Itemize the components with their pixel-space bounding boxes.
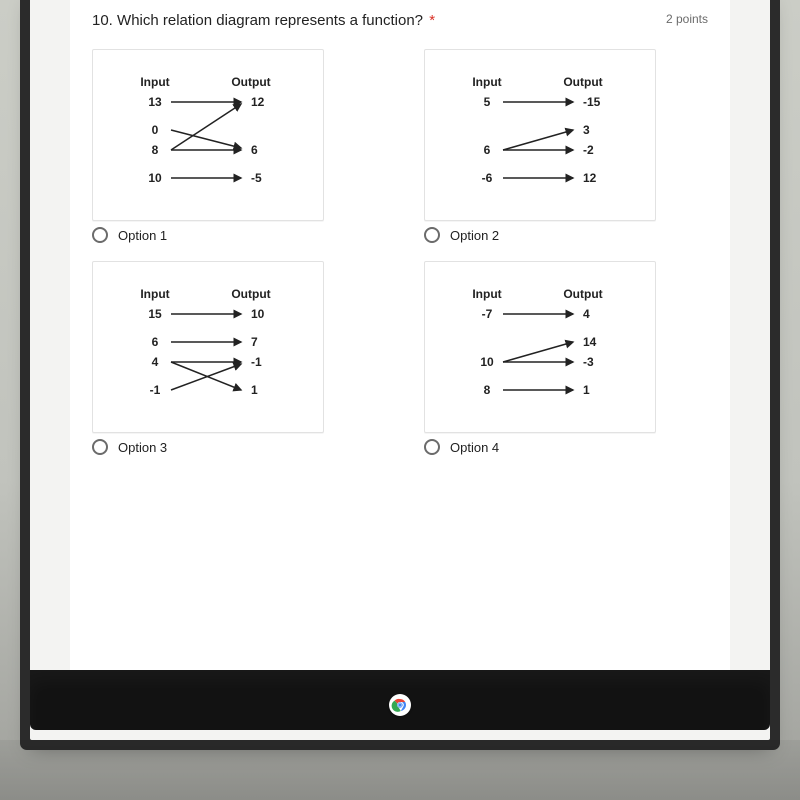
- edge: [503, 342, 573, 362]
- in-6b: 6: [152, 335, 159, 349]
- option-1-svg: Input Output 13 0 8 10 12 6 -5: [93, 50, 323, 220]
- input-header: Input: [472, 287, 501, 301]
- option-4-radio[interactable]: [424, 439, 440, 455]
- input-header: Input: [472, 75, 501, 89]
- out-1b: 1: [583, 383, 590, 397]
- options-grid: Input Output 13 0 8 10 12 6 -5: [92, 49, 708, 455]
- output-header: Output: [231, 75, 270, 89]
- output-header: Output: [231, 287, 270, 301]
- form-card: 10. Which relation diagram represents a …: [70, 0, 730, 680]
- option-1-diagram: Input Output 13 0 8 10 12 6 -5: [92, 49, 324, 221]
- in-15: 15: [148, 307, 162, 321]
- input-header: Input: [140, 287, 169, 301]
- in-10: 10: [148, 171, 162, 185]
- option-1-radio[interactable]: [92, 227, 108, 243]
- out-4: 4: [583, 307, 590, 321]
- out-7: 7: [251, 335, 258, 349]
- out--15: -15: [583, 95, 601, 109]
- question-required-asterisk: *: [429, 12, 435, 29]
- option-1-label: Option 1: [118, 228, 167, 243]
- in-10b: 10: [480, 355, 494, 369]
- question-header: 10. Which relation diagram represents a …: [92, 12, 708, 29]
- option-3-label: Option 3: [118, 440, 167, 455]
- in--7: -7: [482, 307, 493, 321]
- desk-edge-shadow: [0, 740, 800, 800]
- question-title: 10. Which relation diagram represents a …: [92, 12, 435, 29]
- in-6: 6: [484, 143, 491, 157]
- input-header: Input: [140, 75, 169, 89]
- in-13: 13: [148, 95, 162, 109]
- out--2: -2: [583, 143, 594, 157]
- out-14: 14: [583, 335, 597, 349]
- edge: [171, 130, 241, 148]
- option-1-radio-row[interactable]: Option 1: [92, 227, 376, 243]
- option-2-radio-row[interactable]: Option 2: [424, 227, 708, 243]
- question-points: 2 points: [666, 12, 708, 26]
- output-header: Output: [563, 75, 602, 89]
- in--6: -6: [482, 171, 493, 185]
- option-3-radio[interactable]: [92, 439, 108, 455]
- out-10: 10: [251, 307, 265, 321]
- in-8: 8: [152, 143, 159, 157]
- option-1-cell: Input Output 13 0 8 10 12 6 -5: [92, 49, 376, 243]
- out-3: 3: [583, 123, 590, 137]
- option-2-label: Option 2: [450, 228, 499, 243]
- in-0: 0: [152, 123, 159, 137]
- option-4-svg: Input Output -7 10 8 4 14 -3 1: [425, 262, 655, 432]
- output-header: Output: [563, 287, 602, 301]
- edge: [503, 130, 573, 150]
- option-4-diagram: Input Output -7 10 8 4 14 -3 1: [424, 261, 656, 433]
- monitor-viewport: 10. Which relation diagram represents a …: [30, 0, 770, 740]
- out-12b: 12: [583, 171, 597, 185]
- chrome-icon[interactable]: [389, 694, 411, 716]
- question-number: 10.: [92, 12, 113, 29]
- option-4-radio-row[interactable]: Option 4: [424, 439, 708, 455]
- option-2-diagram: Input Output 5 6 -6 -15 3 -2 12: [424, 49, 656, 221]
- out-12: 12: [251, 95, 265, 109]
- option-3-svg: Input Output 15 6 4 -1 10 7 -1 1: [93, 262, 323, 432]
- in-4: 4: [152, 355, 159, 369]
- out-1: 1: [251, 383, 258, 397]
- out--5: -5: [251, 171, 262, 185]
- option-4-label: Option 4: [450, 440, 499, 455]
- chrome-logo-icon: [391, 696, 409, 714]
- in-8b: 8: [484, 383, 491, 397]
- option-3-radio-row[interactable]: Option 3: [92, 439, 376, 455]
- out-6: 6: [251, 143, 258, 157]
- option-3-cell: Input Output 15 6 4 -1 10 7 -1 1: [92, 261, 376, 455]
- option-4-cell: Input Output -7 10 8 4 14 -3 1: [424, 261, 708, 455]
- out--1b: -1: [251, 355, 262, 369]
- option-2-radio[interactable]: [424, 227, 440, 243]
- in--1: -1: [150, 383, 161, 397]
- option-3-diagram: Input Output 15 6 4 -1 10 7 -1 1: [92, 261, 324, 433]
- edge: [171, 104, 241, 150]
- question-text: Which relation diagram represents a func…: [117, 12, 423, 29]
- option-2-cell: Input Output 5 6 -6 -15 3 -2 12: [424, 49, 708, 243]
- option-2-svg: Input Output 5 6 -6 -15 3 -2 12: [425, 50, 655, 220]
- in-5: 5: [484, 95, 491, 109]
- screen-wrap: 10. Which relation diagram represents a …: [0, 0, 800, 800]
- out--3: -3: [583, 355, 594, 369]
